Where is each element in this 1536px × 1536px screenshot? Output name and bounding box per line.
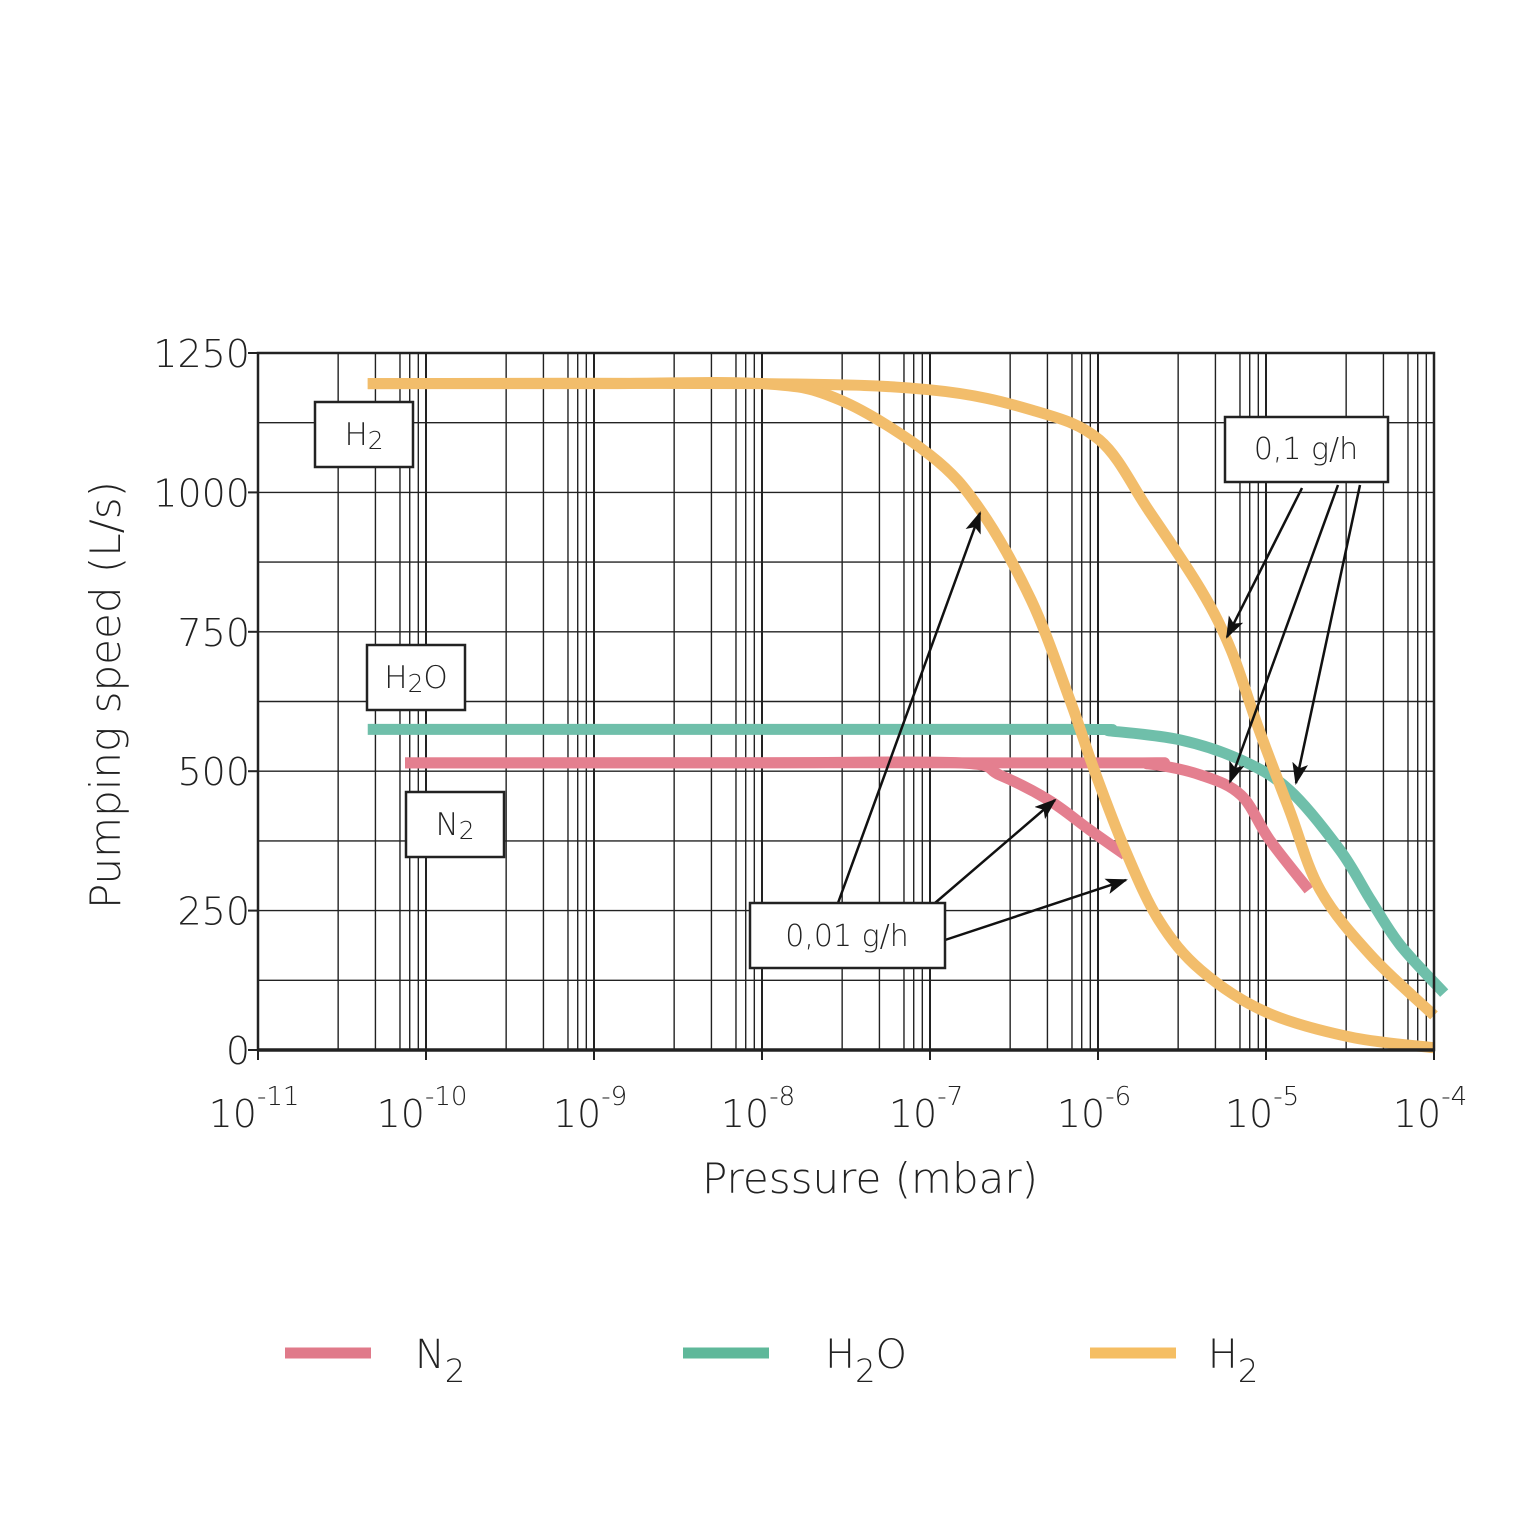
x-tick-exponent: -6 bbox=[1105, 1082, 1131, 1112]
series-line-h2-01 bbox=[367, 377, 1438, 1020]
x-tick-base: 10 bbox=[889, 1092, 937, 1136]
annotations: H2 H2O N2 0,01 g/h 0,1 g/h bbox=[313, 400, 1390, 970]
curve-label-box-h2o bbox=[365, 643, 467, 712]
x-tick-label: 10-10 bbox=[377, 1082, 468, 1136]
legend: N2 H2O H2 bbox=[285, 1332, 1258, 1390]
x-tick-base: 10 bbox=[553, 1092, 601, 1136]
annotation-arrow bbox=[1225, 487, 1304, 639]
x-tick-label: 10-7 bbox=[889, 1082, 963, 1136]
annotation-label-01: 0,1 g/h bbox=[1254, 432, 1358, 467]
curves bbox=[367, 376, 1449, 1054]
annotation-box-001 bbox=[748, 901, 947, 970]
x-tick-label: 10-4 bbox=[1393, 1082, 1467, 1136]
x-tick-base: 10 bbox=[377, 1092, 425, 1136]
y-tick-label: 750 bbox=[177, 611, 250, 655]
y-tick-label: 250 bbox=[177, 890, 250, 934]
curve-label-box-n2 bbox=[404, 790, 506, 859]
legend-label: H2O bbox=[825, 1332, 907, 1390]
x-tick-exponent: -9 bbox=[601, 1082, 627, 1112]
x-tick-exponent: -5 bbox=[1273, 1082, 1299, 1112]
legend-label: N2 bbox=[415, 1332, 465, 1390]
legend-label: H2 bbox=[1208, 1332, 1258, 1390]
x-axis-label: Pressure (mbar) bbox=[702, 1154, 1038, 1203]
x-tick-base: 10 bbox=[1393, 1092, 1441, 1136]
series-line-h2o bbox=[367, 723, 1449, 997]
x-tick-base: 10 bbox=[1225, 1092, 1273, 1136]
plot-frame bbox=[248, 351, 1436, 1060]
series-line-n2-001 bbox=[405, 756, 1129, 860]
curve-label-h2: H2 bbox=[344, 417, 383, 455]
curve-label-box-h2 bbox=[313, 400, 415, 469]
series-line-n2-01 bbox=[405, 757, 1314, 894]
x-tick-exponent: -11 bbox=[257, 1082, 299, 1112]
x-tick-base: 10 bbox=[209, 1092, 257, 1136]
y-tick-label: 0 bbox=[226, 1029, 250, 1073]
y-tick-label: 1250 bbox=[153, 332, 250, 376]
y-tick-label: 1000 bbox=[153, 471, 250, 515]
x-tick-label: 10-9 bbox=[553, 1082, 627, 1136]
curve-label-n2: N2 bbox=[436, 807, 475, 845]
x-tick-exponent: -4 bbox=[1441, 1082, 1467, 1112]
x-tick-exponent: -7 bbox=[937, 1082, 963, 1112]
y-axis-label: Pumping speed (L/s) bbox=[81, 481, 130, 909]
x-tick-label: 10-5 bbox=[1225, 1082, 1299, 1136]
x-tick-label: 10-11 bbox=[209, 1082, 300, 1136]
x-tick-base: 10 bbox=[1057, 1092, 1105, 1136]
series-line-h2-001 bbox=[367, 376, 1435, 1054]
x-tick-label: 10-8 bbox=[721, 1082, 795, 1136]
annotation-arrow bbox=[944, 878, 1128, 942]
tick-labels: 10-11 10-10 10-9 10-8 10-7 10-6 10-5 10-4025050… bbox=[153, 332, 1467, 1136]
x-tick-exponent: -8 bbox=[769, 1082, 795, 1112]
curve-label-h2o: H2O bbox=[384, 660, 448, 698]
y-tick-label: 500 bbox=[177, 750, 250, 794]
x-tick-label: 10-6 bbox=[1057, 1082, 1131, 1136]
x-tick-base: 10 bbox=[721, 1092, 769, 1136]
annotation-arrow bbox=[836, 511, 982, 904]
annotation-label-001: 0,01 g/h bbox=[785, 919, 908, 954]
x-tick-exponent: -10 bbox=[425, 1082, 467, 1112]
annotation-box-01 bbox=[1223, 415, 1390, 484]
annotation-arrow bbox=[1228, 484, 1340, 784]
annotation-arrow bbox=[1292, 484, 1362, 785]
annotation-arrow bbox=[934, 798, 1057, 904]
